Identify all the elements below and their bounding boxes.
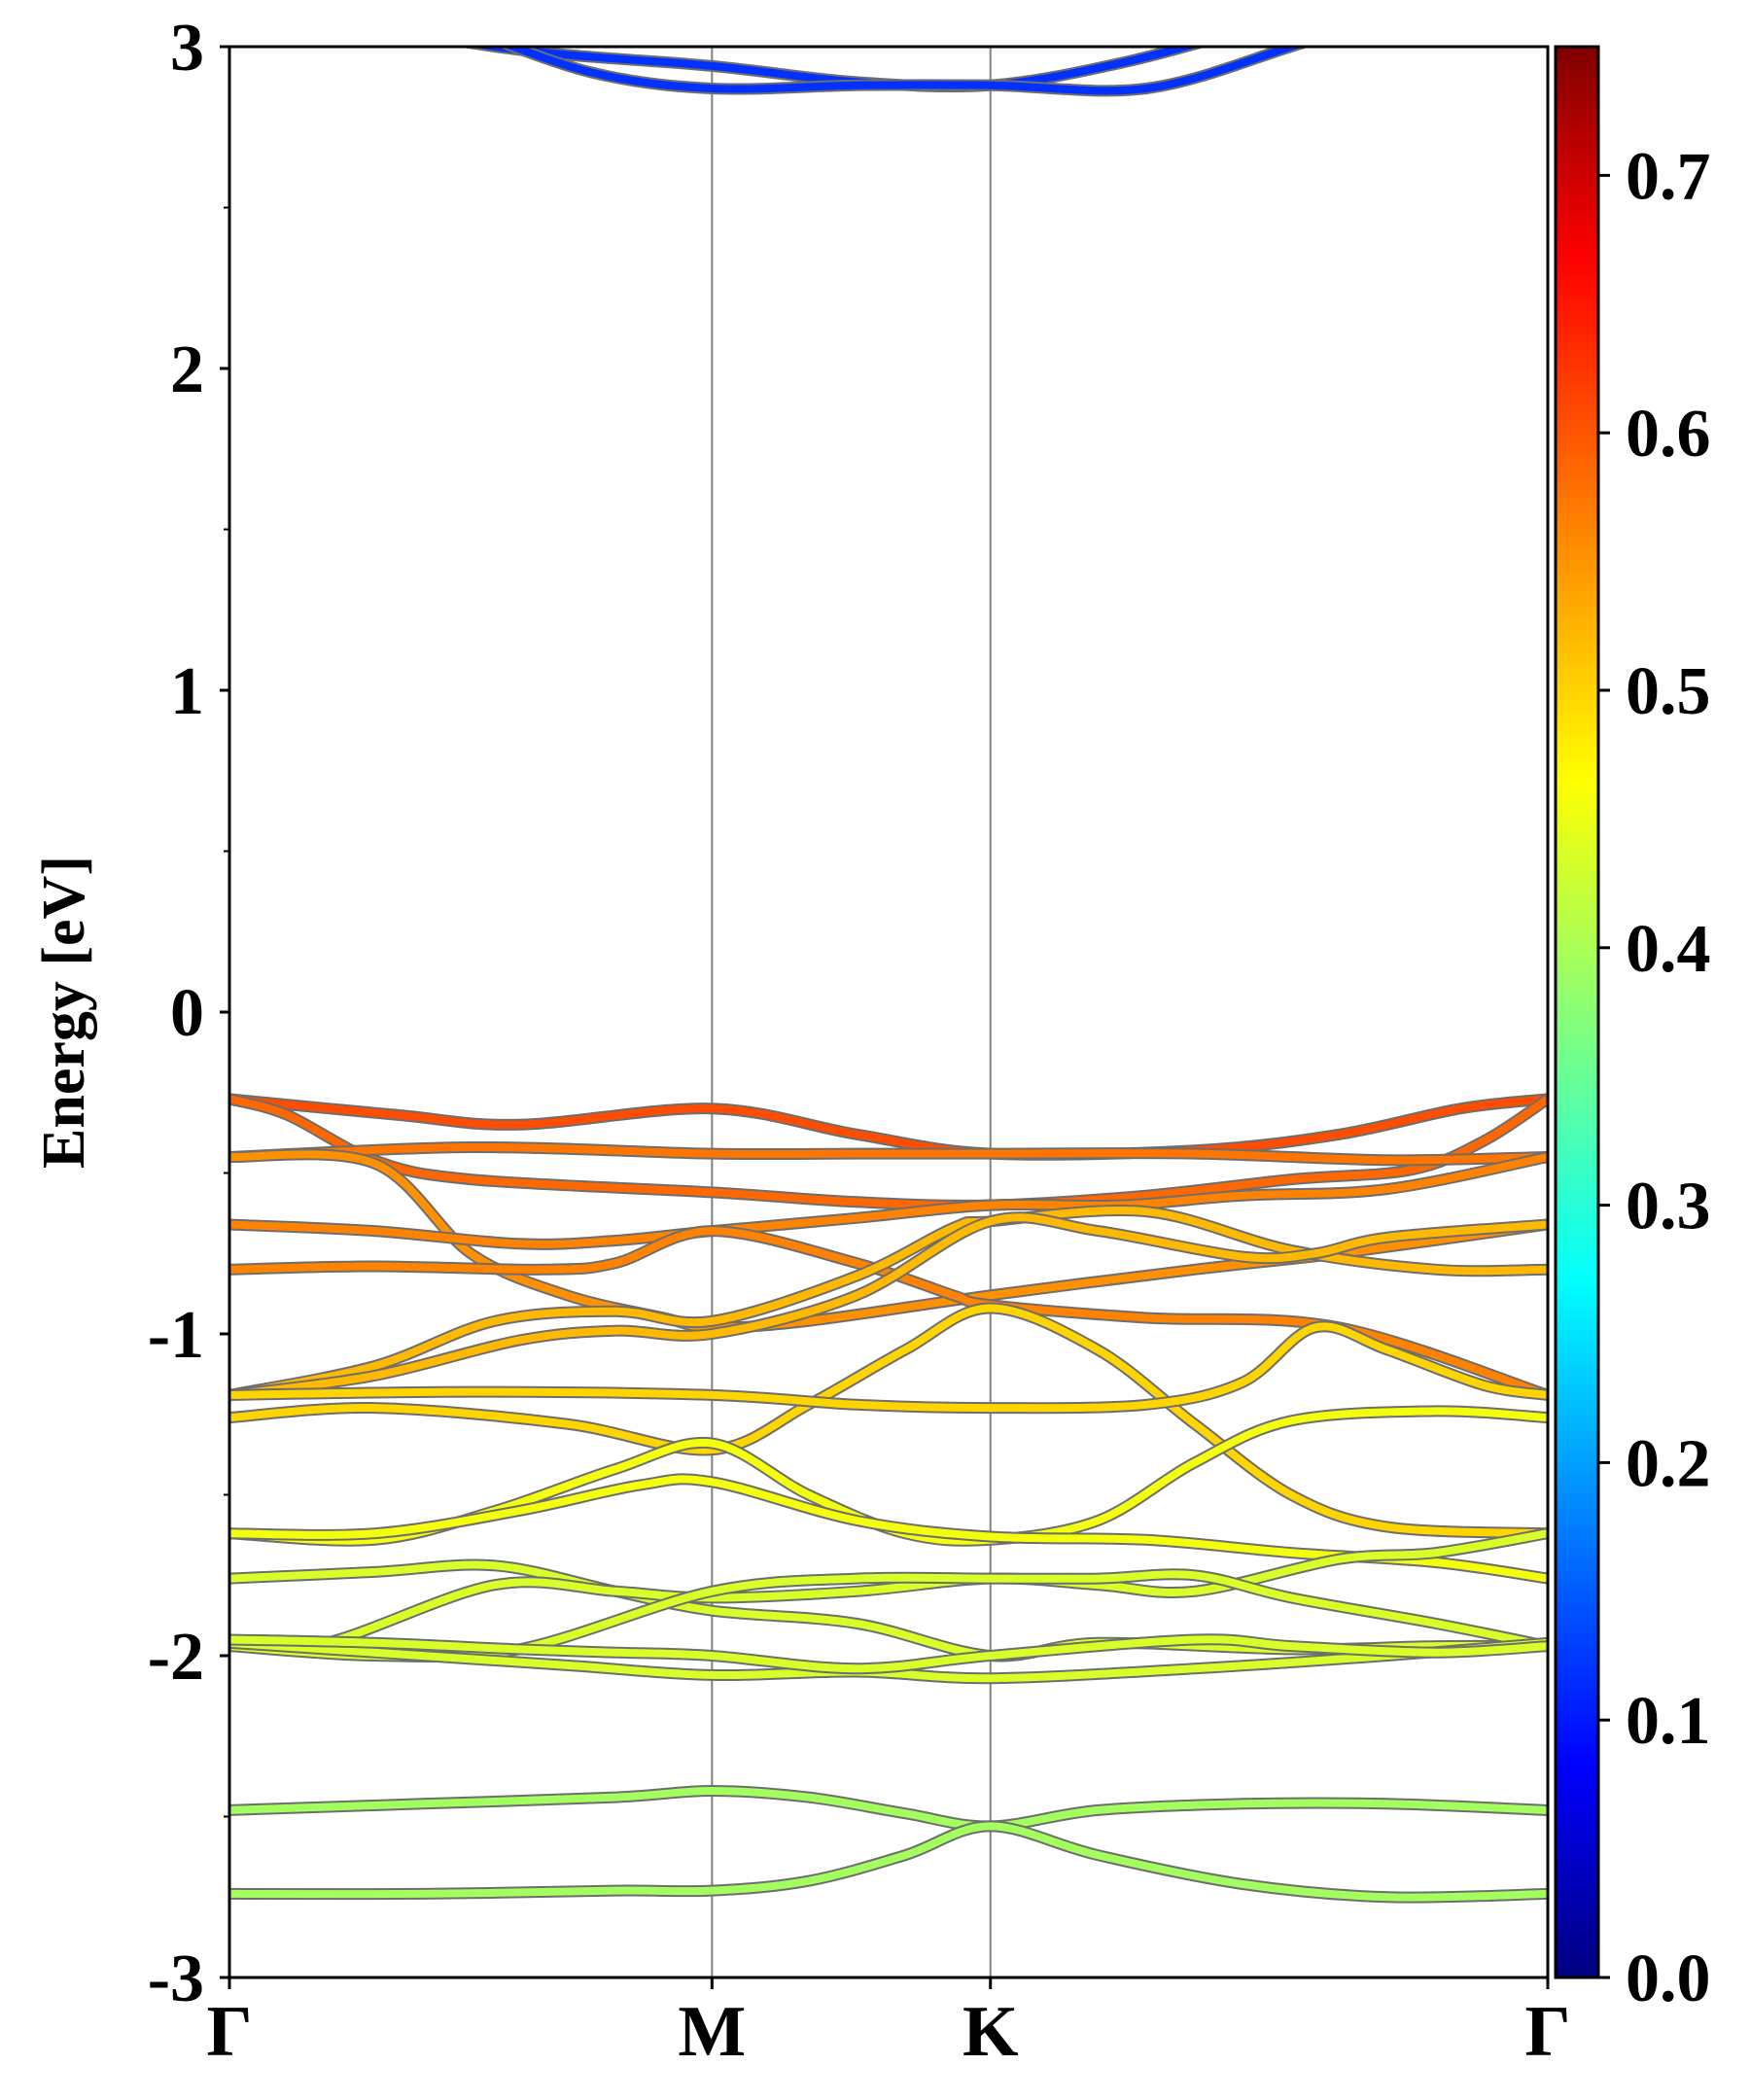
- colorbar-tick-label: 0.7: [1626, 139, 1711, 214]
- x-tick-label: M: [678, 1992, 746, 2072]
- y-axis: -3 -2 -1 0 1 2 3: [148, 11, 229, 2016]
- band-line: [229, 1320, 1548, 1415]
- band-line: [229, 1140, 1548, 1167]
- band-curve: [229, 1787, 1548, 1831]
- plot-frame: [228, 45, 1550, 1979]
- colorbar-tick-label: 0.5: [1626, 654, 1711, 729]
- band-curve: [229, 1095, 1548, 1159]
- high-symmetry-lines: [711, 47, 992, 1978]
- colorbar-tick-label: 0.6: [1626, 397, 1711, 472]
- x-tick-label: K: [962, 1992, 1019, 2072]
- band-line: [229, 1785, 1548, 1833]
- band-curve: [229, 1304, 1548, 1538]
- y-tick-label: -2: [148, 1620, 204, 1695]
- band-curve: [229, 1822, 1548, 1902]
- band-line: [497, 47, 1311, 97]
- band-curve: [502, 47, 1305, 95]
- y-axis-title: Energy [eV]: [31, 856, 97, 1169]
- x-tick-label: Γ: [206, 1992, 252, 2072]
- colorbar-tick-label: 0.3: [1626, 1170, 1711, 1244]
- band-curve: [229, 1322, 1548, 1413]
- band-line: [229, 1302, 1548, 1540]
- band-curve: [229, 1153, 1548, 1248]
- band-line: [229, 1151, 1548, 1250]
- y-tick-label: -3: [148, 1942, 204, 2016]
- band-curve: [229, 1529, 1548, 1653]
- band-lines: [229, 47, 1548, 1904]
- band-line: [229, 1820, 1548, 1904]
- y-tick-label: 0: [170, 976, 204, 1051]
- band-line: [456, 47, 1208, 93]
- band-curve: [229, 1142, 1548, 1165]
- band-line: [229, 1633, 1548, 1675]
- band-curve: [229, 1635, 1548, 1673]
- colorbar-tick-label: 0.0: [1626, 1942, 1711, 2016]
- x-tick-label: Γ: [1524, 1992, 1570, 2072]
- y-tick-label: 2: [170, 332, 204, 407]
- band-line: [229, 1093, 1548, 1161]
- colorbar-tick-label: 0.1: [1626, 1684, 1711, 1759]
- colorbar-tick-label: 0.4: [1626, 912, 1711, 987]
- y-tick-label: 3: [170, 11, 204, 86]
- y-tick-label: 1: [170, 654, 204, 729]
- colorbar: [1554, 45, 1600, 1979]
- band-line: [229, 1527, 1548, 1655]
- colorbar-axis: 0.0 0.1 0.2 0.3 0.4 0.5 0.6 0.7: [1598, 139, 1711, 2016]
- band-line: [229, 1211, 1548, 1401]
- band-outline: [456, 47, 1208, 93]
- y-tick-label: -1: [148, 1298, 204, 1373]
- colorbar-tick-label: 0.2: [1626, 1426, 1711, 1501]
- band-curve: [469, 47, 1201, 91]
- band-curve: [229, 1213, 1548, 1399]
